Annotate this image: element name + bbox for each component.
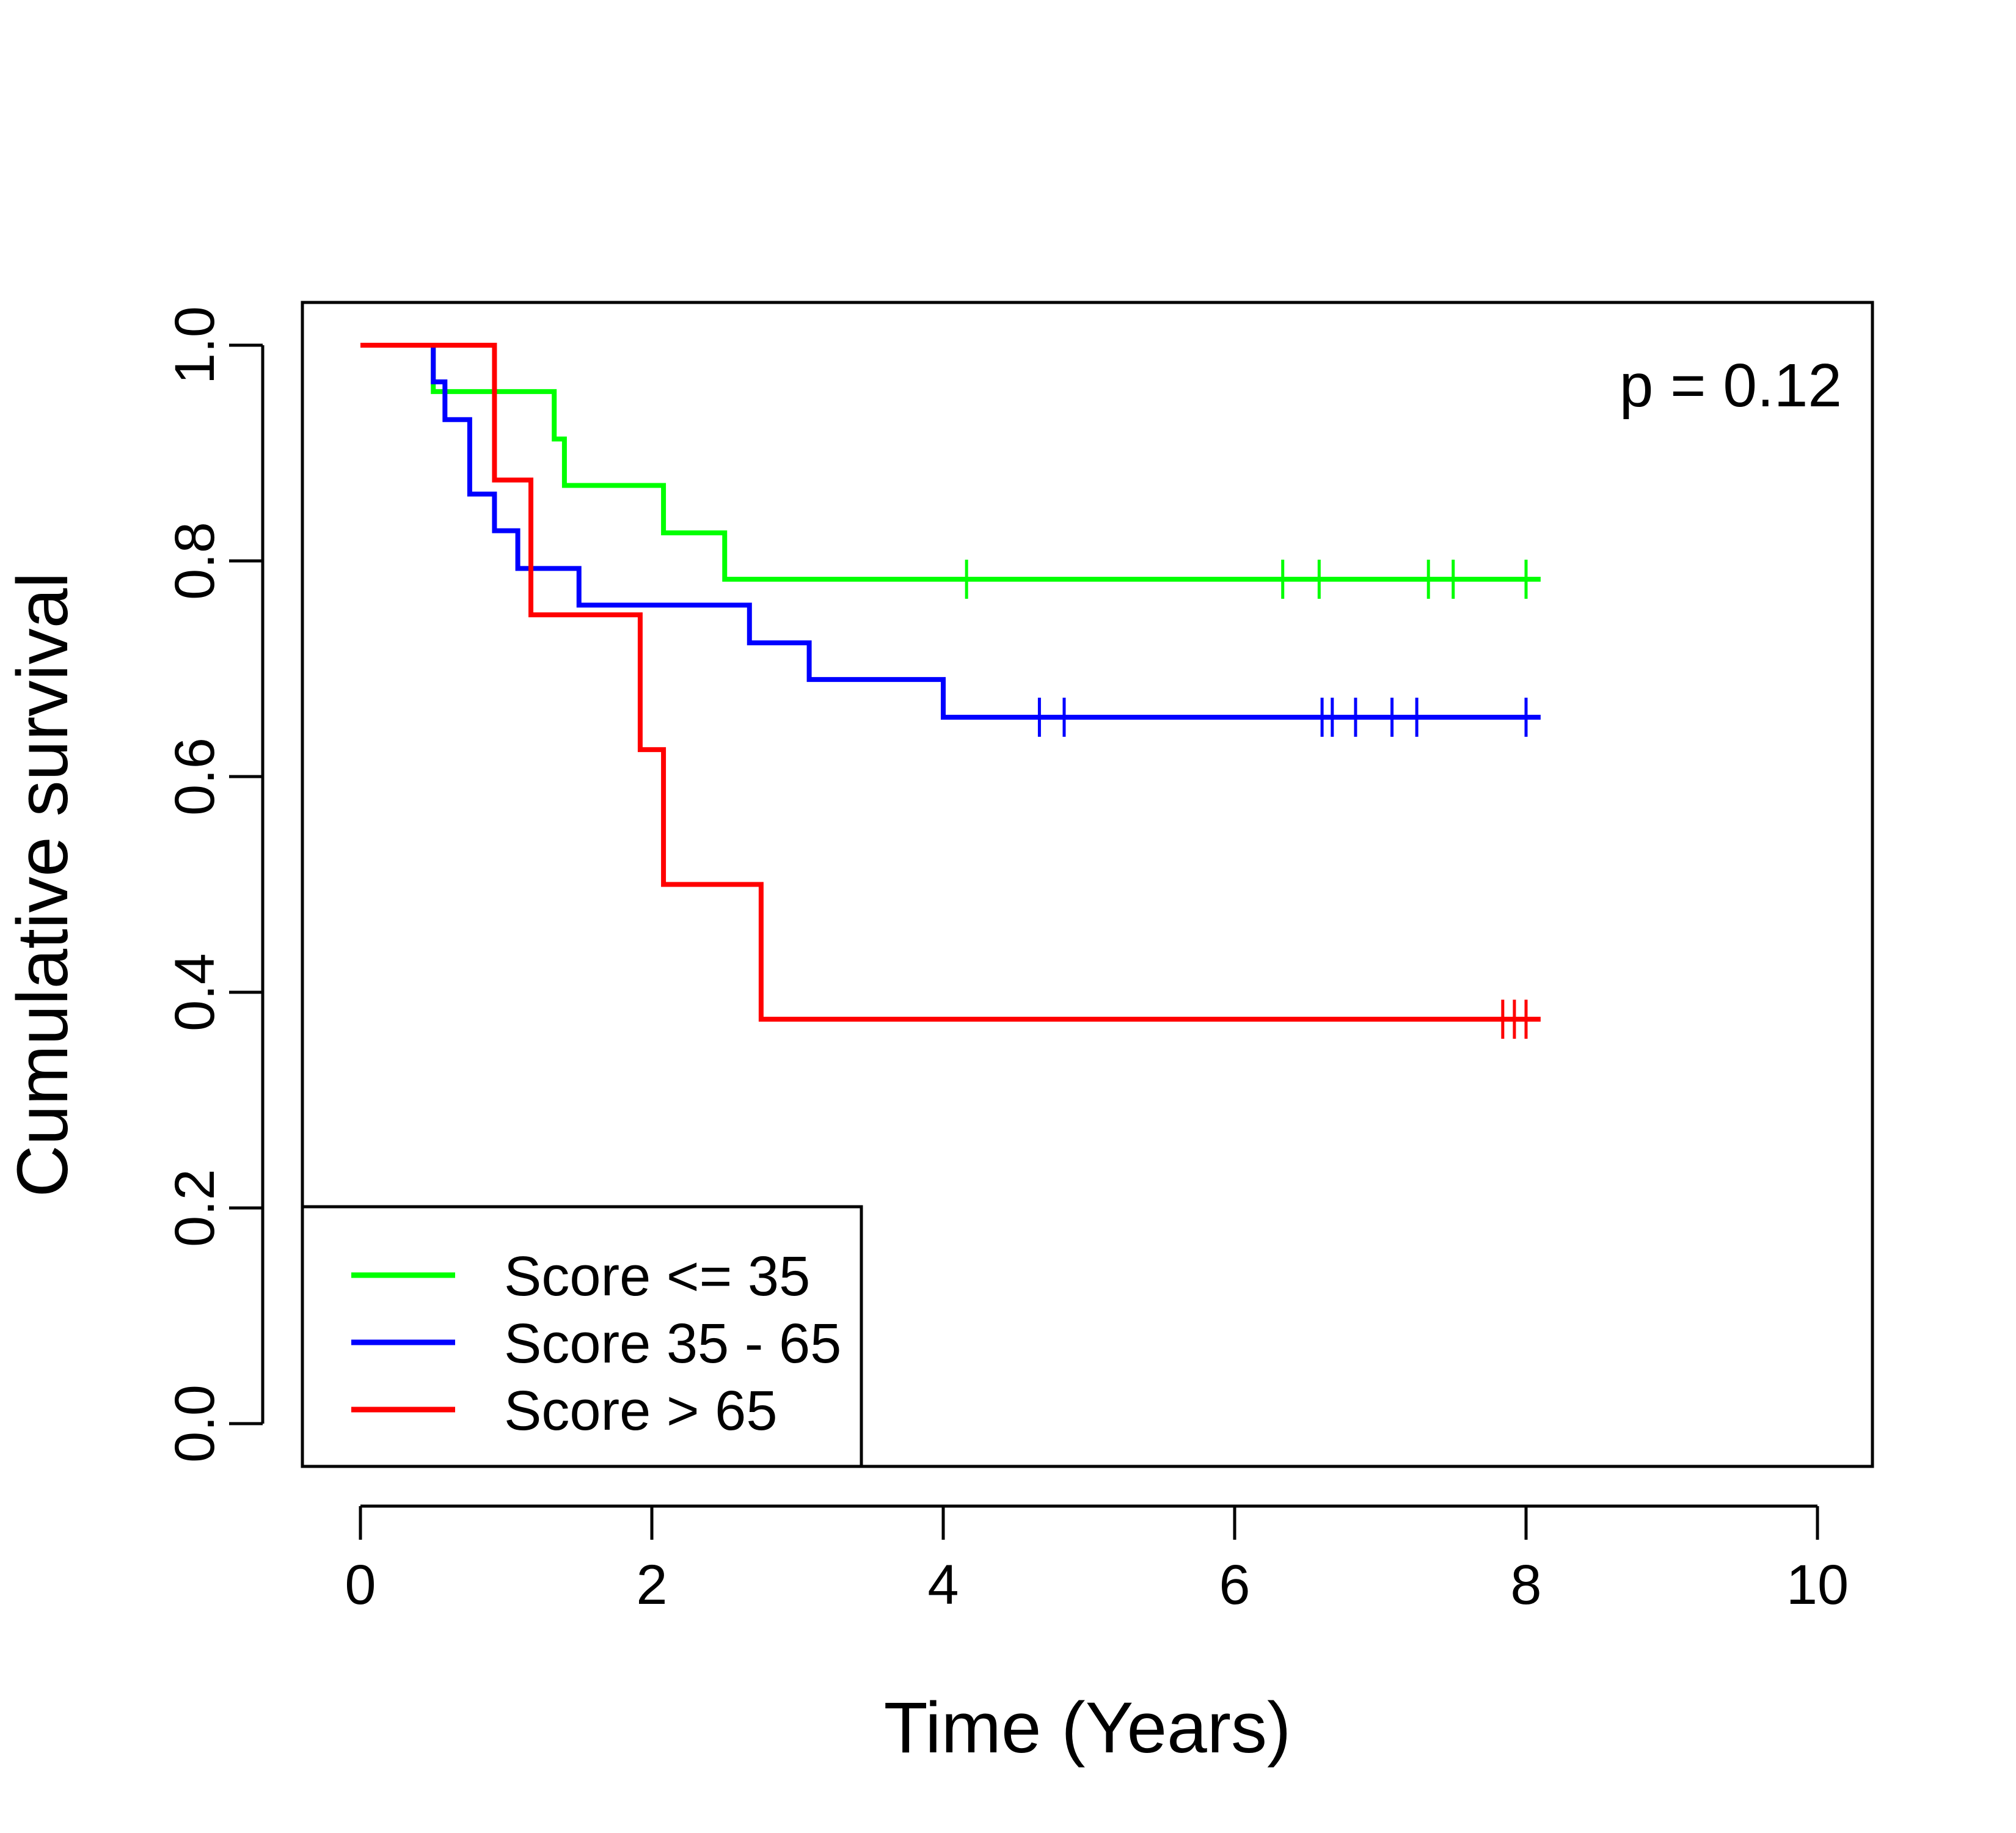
p-value-annotation: p = 0.12 — [1620, 351, 1842, 420]
y-tick-label: 0.4 — [164, 953, 226, 1031]
legend-label: Score <= 35 — [504, 1245, 810, 1308]
survival-curve — [360, 343, 1541, 1022]
y-tick-label: 0.2 — [164, 1169, 226, 1247]
x-tick-label: 0 — [345, 1554, 376, 1616]
x-axis-title: Time (Years) — [884, 1688, 1291, 1768]
y-tick-label: 0.0 — [164, 1385, 226, 1463]
x-tick-label: 6 — [1219, 1554, 1250, 1616]
x-tick-label: 2 — [636, 1554, 667, 1616]
y-tick-label: 1.0 — [164, 306, 226, 384]
legend-label: Score > 65 — [504, 1380, 778, 1442]
survival-curve — [431, 345, 1541, 720]
series-layer — [360, 343, 1541, 1039]
survival-curve — [431, 345, 1541, 582]
x-axis: 0 2 4 6 8 10 — [345, 1504, 1849, 1616]
y-tick-label: 0.6 — [164, 737, 226, 816]
y-axis-title: Cumulative survival — [2, 573, 83, 1198]
legend-box — [301, 1205, 863, 1468]
x-tick-label: 10 — [1786, 1554, 1849, 1616]
legend-label: Score 35 - 65 — [504, 1312, 841, 1375]
plot-area — [301, 301, 1874, 1468]
plot-frame — [301, 301, 1874, 1468]
y-tick-label: 0.8 — [164, 522, 226, 600]
series-2 — [431, 345, 1541, 737]
y-axis: 0.0 0.2 0.4 0.6 0.8 1.0 — [164, 306, 265, 1463]
x-tick-label: 4 — [927, 1554, 959, 1616]
x-tick-label: 8 — [1510, 1554, 1541, 1616]
series-1 — [431, 345, 1541, 599]
series-3 — [360, 343, 1541, 1039]
